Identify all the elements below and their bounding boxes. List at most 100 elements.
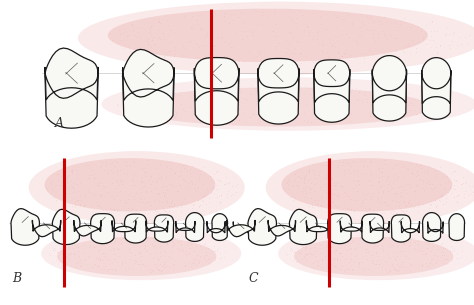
Point (286, 195, 294, 200)
Point (425, 164, 433, 169)
Point (165, 203, 173, 208)
Point (98, 195, 105, 200)
Point (314, 62, 321, 66)
Point (346, 171, 354, 176)
Point (51, 194, 59, 199)
Text: C: C (249, 272, 258, 285)
Point (412, 183, 419, 188)
Point (392, 198, 400, 203)
Point (179, 249, 187, 253)
Point (434, 254, 441, 259)
Point (428, 20, 436, 24)
Point (68, 170, 76, 175)
Point (408, 100, 415, 105)
Point (335, 192, 342, 196)
Point (63, 191, 70, 196)
Point (427, 45, 434, 50)
Point (415, 246, 423, 251)
Point (422, 94, 429, 99)
Point (52, 258, 60, 263)
Point (302, 253, 310, 257)
Point (392, 48, 400, 53)
Point (355, 90, 363, 95)
Point (284, 181, 292, 186)
Point (165, 33, 173, 38)
Point (334, 49, 341, 54)
Point (297, 251, 305, 256)
Point (321, 87, 329, 92)
Point (154, 191, 161, 196)
Point (285, 40, 292, 45)
Point (136, 243, 144, 248)
Point (64, 244, 72, 249)
Point (300, 191, 307, 196)
Point (134, 30, 142, 35)
Point (159, 190, 167, 195)
Point (53, 198, 60, 203)
Point (126, 241, 134, 246)
Point (395, 267, 403, 272)
Point (334, 181, 341, 185)
Point (170, 203, 177, 208)
Point (118, 182, 126, 187)
Point (306, 239, 314, 244)
Point (392, 36, 400, 41)
Point (362, 50, 370, 55)
Point (445, 178, 452, 183)
Polygon shape (392, 215, 410, 242)
Point (265, 107, 273, 112)
Point (384, 174, 392, 179)
Point (319, 163, 326, 168)
Point (367, 113, 374, 118)
Point (198, 42, 206, 47)
Point (393, 236, 401, 241)
Point (88, 204, 96, 209)
Point (283, 45, 290, 50)
Point (239, 48, 247, 53)
Point (91, 192, 99, 197)
Point (195, 203, 203, 208)
Point (141, 195, 148, 200)
Point (303, 25, 310, 30)
Point (94, 249, 101, 254)
Point (340, 17, 348, 22)
Point (200, 193, 208, 198)
Point (155, 17, 162, 22)
Point (225, 179, 233, 184)
Point (455, 192, 462, 197)
Point (300, 253, 308, 258)
Point (418, 165, 425, 170)
Point (319, 118, 327, 123)
Point (283, 88, 291, 93)
Point (94, 203, 102, 207)
Point (216, 117, 224, 122)
Point (140, 169, 148, 174)
Point (107, 35, 114, 40)
Point (209, 249, 217, 254)
Point (297, 61, 305, 66)
Point (312, 112, 319, 117)
Point (153, 265, 160, 270)
Point (432, 205, 439, 210)
Point (315, 105, 322, 110)
Point (402, 44, 410, 48)
Point (327, 194, 334, 199)
Point (158, 267, 166, 272)
Point (267, 56, 275, 61)
Point (187, 241, 195, 246)
Point (325, 114, 333, 119)
Point (310, 93, 318, 98)
Point (213, 194, 220, 199)
Point (82, 163, 89, 168)
Point (218, 193, 225, 198)
Point (201, 33, 209, 38)
Point (346, 246, 354, 251)
Point (324, 172, 331, 177)
Point (330, 180, 338, 185)
Point (386, 269, 394, 274)
Point (384, 182, 392, 187)
Point (436, 43, 443, 48)
Point (62, 245, 70, 249)
Point (404, 256, 411, 260)
Point (375, 261, 383, 266)
